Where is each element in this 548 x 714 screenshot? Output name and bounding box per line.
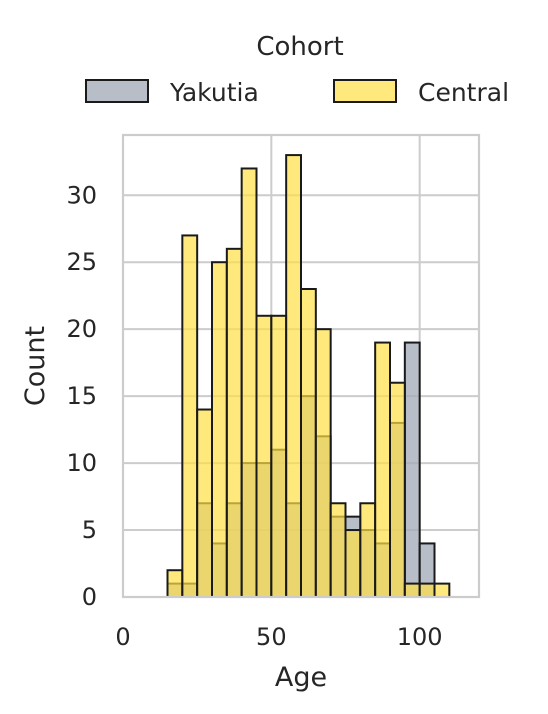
bars xyxy=(166,154,451,599)
x-tick-label: 100 xyxy=(397,623,443,651)
bar-central xyxy=(166,569,184,599)
bar-central xyxy=(240,167,258,598)
y-tick-label: 20 xyxy=(66,315,97,343)
bar-central xyxy=(300,288,317,598)
bar-central xyxy=(181,234,199,598)
legend-swatch-yakutia xyxy=(85,79,149,103)
x-tick-labels: 0 50 100 xyxy=(115,623,442,651)
bar-central xyxy=(344,529,362,598)
bar-yakutia xyxy=(403,341,421,598)
legend-label-yakutia: Yakutia xyxy=(169,78,259,107)
legend: Cohort Yakutia Central xyxy=(85,32,509,107)
y-tick-label: 5 xyxy=(82,516,97,544)
legend-swatch-central xyxy=(333,79,397,103)
x-tick-label: 0 xyxy=(115,623,130,651)
bar-central xyxy=(225,247,243,598)
y-tick-label: 15 xyxy=(66,382,97,410)
bar-central xyxy=(211,261,228,598)
legend-title: Cohort xyxy=(256,32,343,62)
plot-frame xyxy=(121,133,481,599)
bar-central xyxy=(255,314,273,598)
x-axis-label: Age xyxy=(275,662,327,693)
bar-central xyxy=(314,328,332,598)
bar-central xyxy=(433,582,451,599)
y-tick-label: 0 xyxy=(82,583,97,611)
bar-central xyxy=(329,502,347,598)
bar-central xyxy=(359,502,377,598)
bar-central xyxy=(285,154,302,599)
y-tick-label: 10 xyxy=(66,449,97,477)
bar-central xyxy=(403,582,421,599)
x-tick-label: 50 xyxy=(256,623,287,651)
y-tick-label: 30 xyxy=(66,181,97,209)
legend-label-central: Central xyxy=(418,78,509,107)
bar-central xyxy=(418,582,436,599)
bar-central xyxy=(389,381,406,598)
y-tick-label: 25 xyxy=(66,248,97,276)
y-tick-labels: 0 5 10 15 20 25 30 xyxy=(66,181,97,611)
bar-central xyxy=(196,408,214,598)
bar-central xyxy=(374,341,391,598)
bar-central xyxy=(270,314,288,598)
y-axis-label: Count xyxy=(20,326,51,406)
